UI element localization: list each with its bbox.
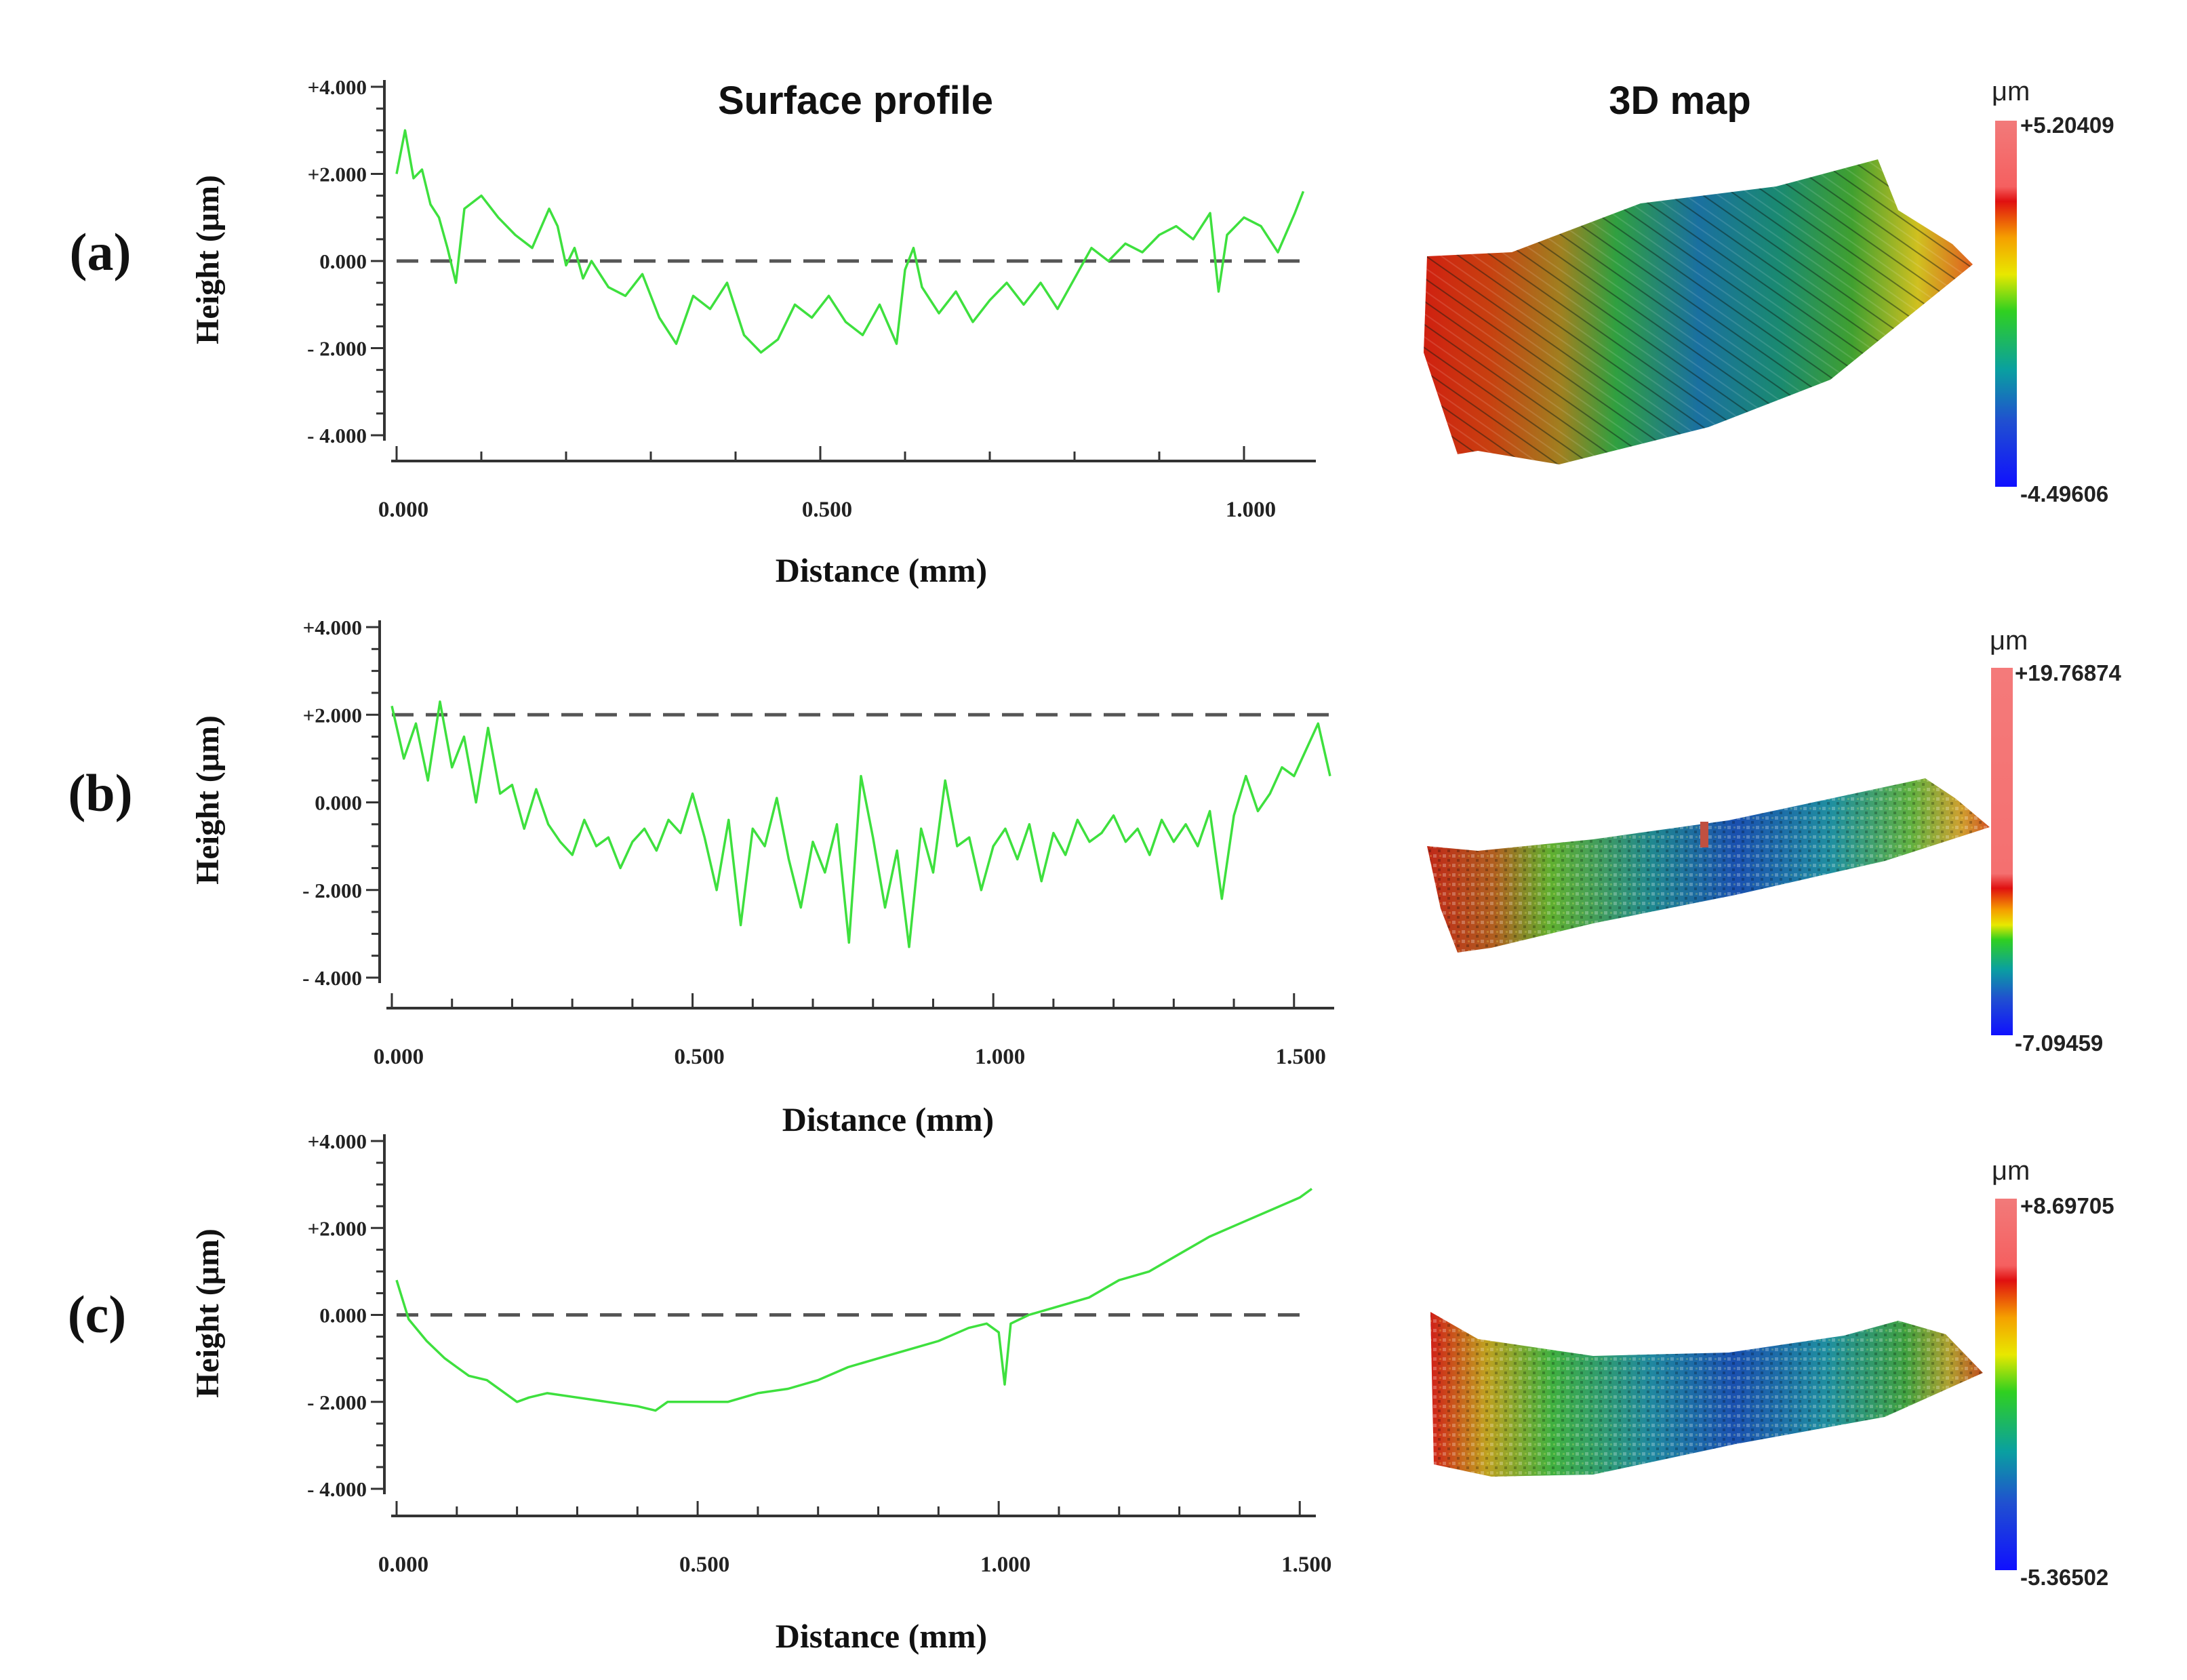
y-tick-label: - 2.000 xyxy=(307,337,367,361)
colorbar-c-unit: μm xyxy=(1992,1156,2030,1186)
x-axis-label: Distance (mm) xyxy=(776,551,987,589)
surface-map-b-texture xyxy=(1427,778,1990,953)
surface-map-c-texture xyxy=(1430,1312,1983,1477)
colorbar-c-gradient xyxy=(1995,1199,2017,1570)
x-tick-label: 0.000 xyxy=(378,1553,428,1577)
x-tick-label: 1.000 xyxy=(1226,498,1276,522)
colorbar-c-max: +8.69705 xyxy=(2020,1193,2114,1218)
x-tick-label: 1.000 xyxy=(975,1045,1025,1069)
colorbar-b-unit: μm xyxy=(1990,626,2028,656)
colorbar-b-max: +19.76874 xyxy=(2015,660,2122,685)
x-axis-label: Distance (mm) xyxy=(782,1100,994,1138)
y-tick-label: - 4.000 xyxy=(307,1477,367,1501)
y-tick-label: +2.000 xyxy=(303,703,362,727)
colorbar-a-gradient xyxy=(1995,121,2017,487)
profile-chart-a: +4.000 +2.000 0.000 - 2.000 - 4.000 0.000 0.50… xyxy=(190,75,1316,589)
surface-map-a-texture xyxy=(1424,159,1973,464)
surface-profile-title: Surface profile xyxy=(718,79,993,123)
colorbar-b: μm +19.76874 -7.09459 xyxy=(1990,626,2122,1056)
profile-line xyxy=(395,1188,1313,1412)
y-tick-label: 0.000 xyxy=(319,249,367,273)
y-tick-label: +4.000 xyxy=(308,75,367,99)
surface-3d-map-a xyxy=(1424,159,1973,464)
surface-3d-map-c xyxy=(1430,1312,1983,1477)
y-axis-label: Height (μm) xyxy=(190,715,226,885)
x-tick-label: 1.000 xyxy=(980,1553,1030,1577)
colorbar-a: μm +5.20409 -4.49606 xyxy=(1992,77,2114,506)
profile-line xyxy=(395,129,1305,354)
colorbar-a-unit: μm xyxy=(1992,77,2030,106)
panel-label-a: (a) xyxy=(70,222,132,281)
colorbar-a-max: +5.20409 xyxy=(2020,113,2114,138)
colorbar-b-min: -7.09459 xyxy=(2015,1031,2103,1056)
panel-label-c: (c) xyxy=(68,1285,127,1344)
y-axis-label: Height (μm) xyxy=(190,175,226,344)
surface-map-b-spike xyxy=(1700,822,1708,847)
y-tick-label: +2.000 xyxy=(308,163,367,186)
surface-3d-map-b xyxy=(1427,778,1990,953)
x-tick-label: 0.500 xyxy=(802,498,852,522)
y-tick-label: 0.000 xyxy=(315,791,362,815)
colorbar-a-min: -4.49606 xyxy=(2020,481,2108,506)
x-axis-label: Distance (mm) xyxy=(776,1617,987,1655)
profile-chart-c: +4.000 +2.000 0.000 - 2.000 - 4.000 0.000 0.50… xyxy=(190,1129,1331,1655)
colorbar-c-min: -5.36502 xyxy=(2020,1565,2108,1590)
profile-line xyxy=(390,700,1331,948)
y-tick-label: +4.000 xyxy=(303,616,362,639)
y-tick-label: - 2.000 xyxy=(307,1391,367,1414)
colorbar-c: μm +8.69705 -5.36502 xyxy=(1992,1156,2114,1590)
3d-map-title: 3D map xyxy=(1609,79,1751,123)
x-tick-label: 0.000 xyxy=(374,1045,424,1069)
y-tick-label: - 4.000 xyxy=(302,966,362,990)
x-tick-label: 0.500 xyxy=(674,1045,724,1069)
y-tick-label: - 4.000 xyxy=(307,424,367,447)
y-tick-label: +4.000 xyxy=(308,1129,367,1153)
y-tick-label: 0.000 xyxy=(319,1304,367,1327)
x-tick-label: 1.500 xyxy=(1281,1553,1331,1577)
x-tick-label: 1.500 xyxy=(1276,1045,1326,1069)
panel-label-b: (b) xyxy=(68,763,132,822)
x-tick-label: 0.000 xyxy=(378,498,428,522)
profile-chart-b: +4.000 +2.000 0.000 - 2.000 - 4.000 0.000 0.50… xyxy=(190,616,1334,1138)
colorbar-b-gradient xyxy=(1991,668,2013,1035)
y-tick-label: +2.000 xyxy=(308,1216,367,1240)
y-axis-label: Height (μm) xyxy=(190,1228,226,1398)
y-tick-label: - 2.000 xyxy=(302,879,362,902)
x-tick-label: 0.500 xyxy=(679,1553,729,1577)
